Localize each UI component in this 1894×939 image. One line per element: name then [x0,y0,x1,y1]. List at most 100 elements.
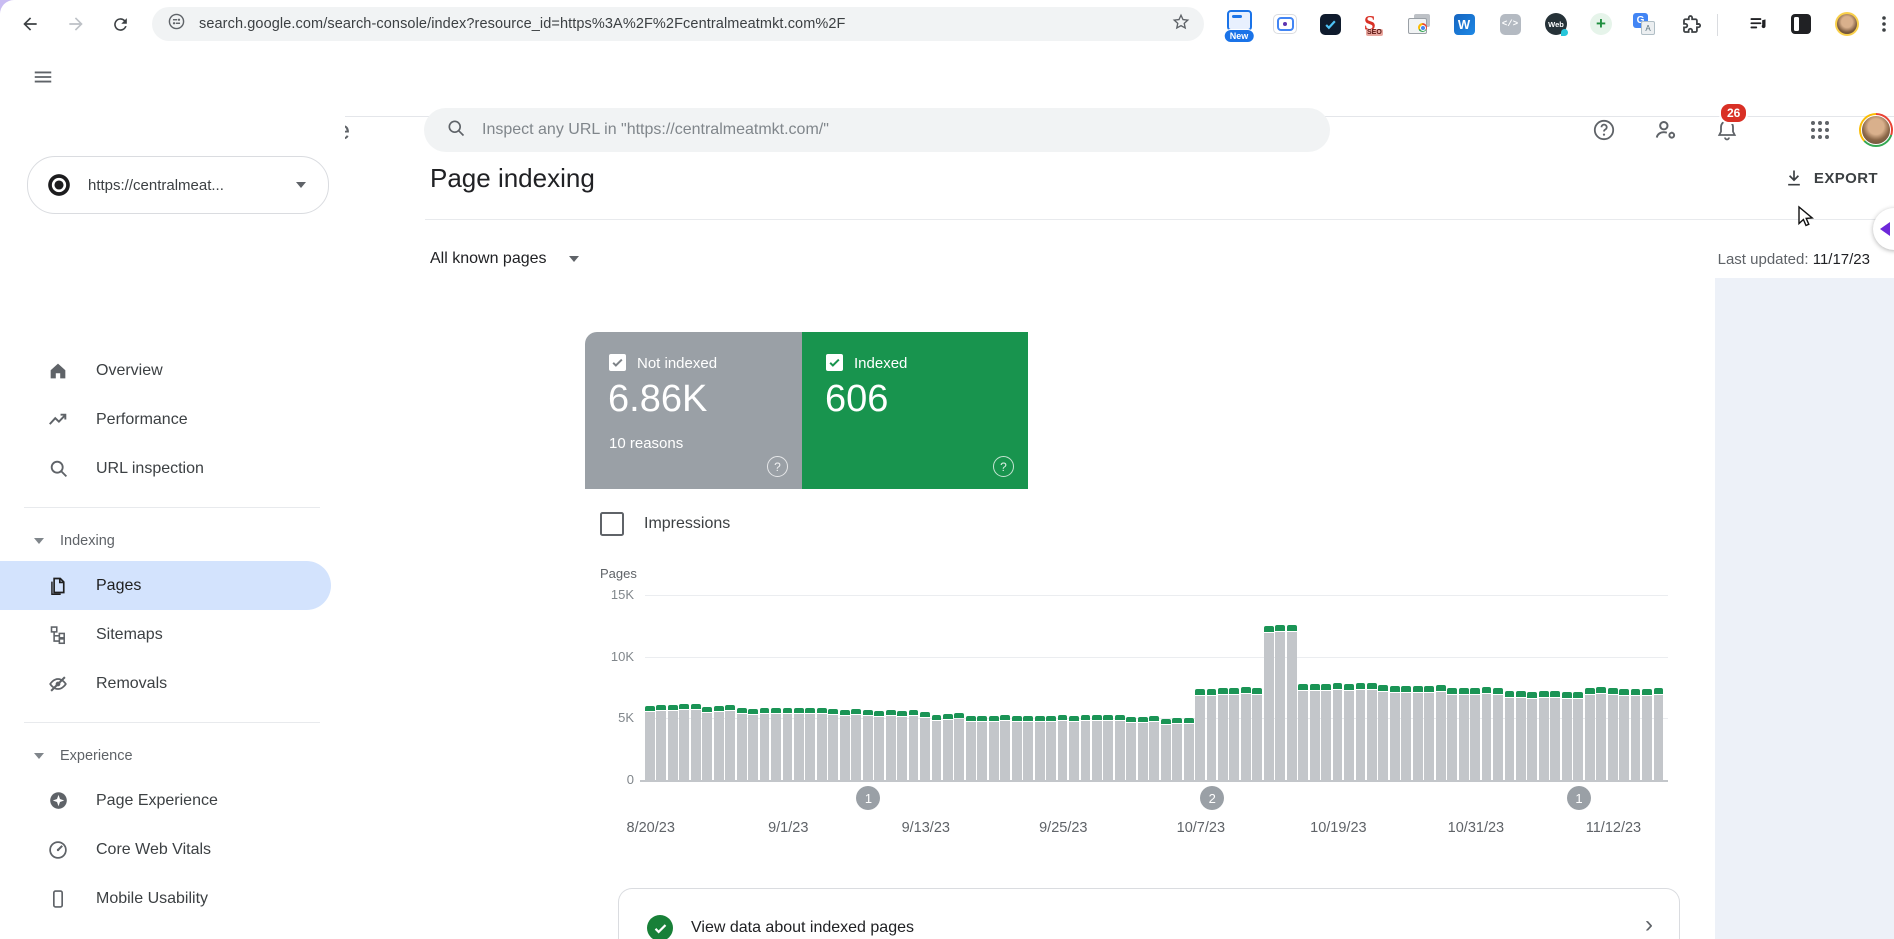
chart-bar[interactable] [1126,717,1137,780]
not-indexed-checkbox[interactable] [609,354,626,371]
chart-bar[interactable] [1183,718,1194,780]
reload-button[interactable] [105,9,135,39]
chart-bar[interactable] [690,704,701,780]
chart-bar[interactable] [1619,689,1630,780]
chart-bar[interactable] [839,710,850,780]
sidebar-item-https[interactable]: HTTPS [0,923,345,939]
chart-bar[interactable] [1023,716,1034,780]
address-bar[interactable]: search.google.com/search-console/index?r… [152,7,1204,41]
sidebar-section-indexing[interactable]: Indexing [0,521,345,561]
chart-bar[interactable] [1458,688,1469,780]
chart-bar[interactable] [771,708,781,780]
chart-bar[interactable] [1046,716,1056,780]
chart-bar[interactable] [1573,692,1584,780]
help-button[interactable] [1584,110,1624,150]
view-indexed-data-row[interactable]: View data about indexed pages › [618,888,1680,939]
browser-profile-avatar-icon[interactable] [1832,7,1862,41]
sidebar-item-sitemaps[interactable]: Sitemaps [0,610,345,659]
chart-bar[interactable] [1538,691,1549,780]
chart-bar[interactable] [1263,626,1274,780]
chart-bar[interactable] [1550,691,1561,780]
sidebar-item-removals[interactable]: Removals [0,659,345,708]
bookmark-star-icon[interactable] [1172,13,1190,36]
chart-bar[interactable] [1630,689,1641,780]
chart-bar[interactable] [1240,687,1251,780]
chart-bar[interactable] [1103,715,1114,780]
chart-bar[interactable] [748,709,758,780]
property-selector[interactable]: https://centralmeat... [27,156,329,214]
chart-bar[interactable] [1011,716,1022,780]
chart-bar[interactable] [988,716,999,780]
notifications-button[interactable]: 26 [1707,102,1749,150]
impressions-checkbox[interactable] [600,512,624,536]
chart-bar[interactable] [1642,689,1652,780]
chart-bar[interactable] [1309,684,1320,780]
sidebar-item-core-web-vitals[interactable]: Core Web Vitals [0,825,345,874]
chart-bar[interactable] [1412,686,1423,780]
task-check-extension-icon[interactable] [1315,7,1345,41]
chart-marker-1[interactable]: 1 [1567,786,1592,810]
sidebar-item-mobile-usability[interactable]: Mobile Usability [0,874,345,923]
back-button[interactable] [15,9,45,39]
chart-bar[interactable] [1206,689,1217,780]
seoquake-extension-icon[interactable]: S SEO [1364,11,1383,36]
chart-bar[interactable] [805,708,816,780]
chart-bar[interactable] [1355,683,1366,780]
page-filter-dropdown[interactable]: All known pages [430,250,579,268]
chart-bar[interactable] [1435,685,1446,780]
chart-bar[interactable] [1401,686,1412,780]
user-settings-button[interactable] [1646,110,1686,150]
chart-bar[interactable] [828,709,839,780]
chart-marker-1[interactable]: 1 [856,786,881,810]
chart-bar[interactable] [1195,689,1205,780]
chart-bar[interactable] [1596,687,1607,780]
indexed-card[interactable]: Indexed 606 ? [802,332,1028,489]
sidebar-item-performance[interactable]: Performance [0,395,345,444]
chart-bar[interactable] [1298,684,1309,780]
chart-bar[interactable] [816,708,827,780]
chart-bar[interactable] [667,705,678,780]
chart-bar[interactable] [1424,686,1435,780]
chart-bar[interactable] [1470,688,1481,780]
chart-bar[interactable] [793,708,804,780]
chart-bar[interactable] [702,707,713,780]
google-apps-grid-button[interactable] [1800,110,1840,150]
chart-bar[interactable] [759,708,770,780]
chart-bar[interactable] [1367,683,1377,780]
extensions-puzzle-icon[interactable] [1676,7,1706,41]
chart-bar[interactable] [862,710,873,780]
chart-bar[interactable] [931,715,942,780]
chart-bar[interactable] [679,704,690,780]
chart-bar[interactable] [977,716,988,780]
media-playlist-button-icon[interactable] [1743,7,1773,41]
chart-bar[interactable] [645,706,655,780]
code-extension-icon[interactable]: </> [1495,7,1525,41]
help-icon[interactable]: ? [767,456,788,477]
chart-bar[interactable] [1344,684,1354,780]
chart-bar[interactable] [1516,691,1526,780]
chart-bar[interactable] [725,705,736,780]
chart-bar[interactable] [713,706,724,780]
chart-bar[interactable] [1561,692,1572,780]
chart-bar[interactable] [1481,687,1492,780]
chart-bar[interactable] [954,713,965,780]
chart-bar[interactable] [1321,684,1332,780]
chart-bar[interactable] [1653,688,1664,780]
hamburger-menu-icon[interactable] [28,62,58,92]
chart-bar[interactable] [885,710,896,780]
chart-bar[interactable] [1080,715,1091,780]
chart-bar[interactable] [1229,688,1240,780]
clipboard-new-extension-icon[interactable]: New [1223,7,1255,43]
not-indexed-card[interactable]: Not indexed 6.86K 10 reasons ? [585,332,802,489]
screen-record-extension-icon[interactable] [1270,7,1300,41]
screenshot-extension-icon[interactable] [1404,7,1434,41]
chart-bar[interactable] [1000,715,1011,780]
chart-bar[interactable] [656,705,667,780]
chart-bar[interactable] [1057,715,1068,780]
chart-bar[interactable] [736,708,747,780]
chart-bar[interactable] [1160,719,1171,780]
account-avatar[interactable] [1859,113,1893,147]
browser-menu-kebab-icon[interactable] [1869,7,1894,41]
chart-bar[interactable] [1114,715,1125,780]
